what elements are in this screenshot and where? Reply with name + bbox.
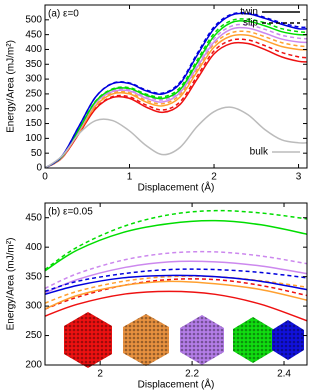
data-line [45, 275, 307, 304]
crystal-icons [64, 312, 304, 368]
data-line [45, 209, 307, 271]
y-tick-label: 350 [25, 271, 42, 282]
data-line [45, 250, 307, 290]
plot-lines [45, 209, 307, 322]
y-tick-label: 300 [25, 301, 42, 312]
crystal-dots [123, 314, 169, 366]
y-tick-label: 0 [36, 163, 42, 174]
plot-frame [44, 202, 308, 366]
y-tick-label: 500 [25, 14, 42, 25]
y-tick-label: 300 [25, 74, 42, 85]
plot-lines [45, 11, 307, 168]
y-tick-label: 250 [25, 330, 42, 341]
x-tick-label: 3 [296, 172, 302, 183]
y-tick-label: 400 [25, 44, 42, 55]
data-line [45, 11, 307, 168]
plot-frame [44, 4, 308, 169]
y-tick-label: 350 [25, 59, 42, 70]
y-tick-label: 50 [31, 148, 43, 159]
x-tick-label: 2 [211, 172, 217, 183]
panel-annotation: (a) ε=0 [48, 9, 79, 20]
y-axis-label: Energy/Area (mJ/m²) [6, 238, 17, 331]
legend-label: twin [240, 7, 258, 18]
crystal-dots [233, 317, 273, 363]
y-tick-label: 250 [25, 89, 42, 100]
crystal-dots [64, 312, 112, 368]
x-axis-label: Displacement (Å) [138, 378, 215, 391]
data-line [45, 18, 307, 168]
data-line [45, 268, 307, 293]
panel-annotation: (b) ε=0.05 [48, 207, 93, 218]
y-tick-label: 200 [25, 103, 42, 114]
x-tick-label: 0 [42, 172, 48, 183]
crystal-dots [272, 320, 304, 360]
y-tick-label: 450 [25, 29, 42, 40]
crystal-dots [180, 315, 224, 365]
legend-label: bulk [250, 147, 269, 158]
y-tick-label: 400 [25, 242, 42, 253]
x-tick-label: 2 [97, 369, 103, 380]
data-line [45, 30, 307, 168]
data-line [45, 278, 307, 310]
y-tick-label: 200 [25, 360, 42, 371]
x-tick-label: 2.2 [185, 369, 199, 380]
y-tick-label: 150 [25, 118, 42, 129]
data-line [45, 106, 307, 168]
data-line [45, 290, 307, 322]
data-line [45, 280, 307, 310]
data-line [45, 20, 307, 168]
x-axis-label: Displacement (Å) [138, 181, 215, 194]
data-line [45, 274, 307, 296]
y-tick-label: 450 [25, 212, 42, 223]
data-line [45, 260, 307, 294]
data-line [45, 38, 307, 168]
data-line [45, 12, 307, 168]
x-tick-label: 1 [127, 172, 133, 183]
y-tick-label: 100 [25, 133, 42, 144]
data-line [45, 219, 307, 272]
x-tick-label: 2.4 [277, 369, 291, 380]
legend-label: slip [243, 18, 258, 29]
y-axis-label: Energy/Area (mJ/m²) [6, 40, 17, 133]
